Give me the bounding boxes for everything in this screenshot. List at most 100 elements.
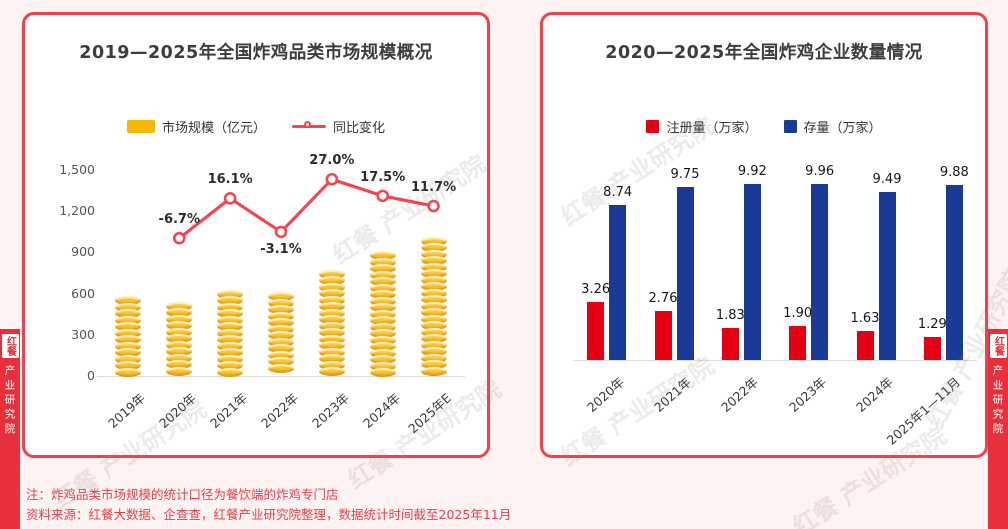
coin-segment (420, 321, 447, 331)
coin-segment (268, 331, 294, 341)
registrations-bar (789, 326, 807, 360)
coin-segment (369, 270, 396, 280)
y-axis-tick: 900 (71, 244, 95, 260)
coin-segment (268, 318, 294, 328)
coin-segment (369, 335, 396, 345)
stock-bar (676, 187, 694, 360)
coin-segment (420, 340, 447, 350)
coin-segment (318, 334, 345, 344)
coin-segment (217, 341, 244, 351)
coin-segment (268, 324, 294, 334)
coin-segment (420, 353, 447, 363)
coin-segment (217, 348, 244, 358)
market-scale-bar (166, 301, 193, 376)
registrations-bar (923, 337, 941, 360)
y-axis-tick: 1,500 (59, 162, 95, 177)
legend-item-yoy-change: 同比变化 (292, 117, 385, 136)
enterprise-count-chart-card: 2020—2025年全国炸鸡企业数量情况 注册量（万家） 存量（万家） 3.26… (540, 12, 988, 458)
coin-segment (115, 302, 142, 312)
coin-segment (369, 283, 396, 293)
stock-bar (945, 185, 963, 360)
coin-segment (268, 305, 294, 315)
hongcan-logo: 红餐 (1, 334, 19, 358)
coin-segment (217, 322, 244, 332)
coin-segment (217, 328, 244, 338)
coin-segment (115, 361, 142, 371)
coin-segment (318, 276, 345, 286)
coin-segment (115, 367, 142, 377)
coin-segment (166, 321, 193, 331)
coin-segment (420, 282, 447, 292)
coin-segment (420, 249, 447, 259)
coin-segment (217, 309, 244, 319)
bar-value-label: 1.90 (783, 306, 813, 322)
coin-segment (369, 368, 396, 378)
coin-segment (369, 342, 396, 352)
coin-segment (369, 277, 396, 287)
bar-value-label: 1.29 (917, 317, 947, 333)
coin-segment (268, 292, 294, 302)
coin-segment (217, 335, 244, 345)
coin-segment (115, 341, 142, 351)
coin-segment (217, 367, 244, 377)
y-axis-tick: 600 (71, 285, 95, 301)
footnote-scope: 注：炸鸡品类市场规模的统计口径为餐饮端的炸鸡专门店 (26, 487, 339, 502)
coin-segment (318, 315, 345, 325)
coin-segment (166, 366, 193, 376)
coin-segment (217, 361, 244, 371)
coin-segment (369, 290, 396, 300)
coin-segment (369, 257, 396, 267)
yoy-value-label: 27.0% (309, 153, 355, 169)
coin-segment (217, 289, 244, 299)
legend-label-yoy-change: 同比变化 (333, 121, 386, 136)
yoy-value-label: 16.1% (207, 172, 253, 188)
coin-segment (318, 360, 345, 370)
coin-segment (318, 308, 345, 318)
hongcan-logo: 红餐 (989, 334, 1007, 358)
bar-value-label: 3.26 (581, 282, 611, 298)
legend-item-market-scale: 市场规模（亿元） (126, 117, 266, 136)
y-axis-tick: 1,200 (59, 203, 95, 219)
coin-segment (369, 361, 396, 371)
coin-segment (268, 357, 294, 367)
yoy-value-label: -3.1% (260, 241, 302, 257)
stock-bar (811, 183, 829, 360)
coin-segment (369, 322, 396, 332)
yoy-value-label: 11.7% (411, 180, 457, 196)
coin-segment (166, 360, 193, 370)
left-banner-label: 产业研究院 (3, 365, 16, 438)
stock-bar (609, 205, 627, 360)
coin-segment (115, 354, 142, 364)
coin-segment (318, 289, 345, 299)
yoy-line (172, 172, 440, 245)
coin-segment (268, 311, 294, 321)
blue-square-swatch (783, 120, 797, 133)
coin-segment (420, 275, 447, 285)
bar-value-label: 9.96 (805, 163, 835, 179)
coin-segment (420, 262, 447, 272)
legend-item-registrations: 注册量（万家） (646, 117, 758, 136)
legend-label-stock: 存量（万家） (803, 121, 882, 136)
coin-segment (420, 295, 447, 305)
coin-segment (166, 353, 193, 363)
left-chart-title: 2019—2025年全国炸鸡品类市场规模概况 (79, 43, 433, 63)
coin-segment (268, 344, 294, 354)
line-marker-swatch (292, 120, 326, 133)
registrations-bar (587, 302, 605, 360)
legend-item-stock: 存量（万家） (783, 117, 882, 136)
registrations-bar (654, 311, 672, 360)
bar-value-label: 1.83 (715, 307, 745, 323)
coin-segment (318, 302, 345, 312)
coin-segment (268, 337, 294, 347)
bar-value-label: 1.63 (850, 311, 880, 327)
coin-segment (369, 303, 396, 313)
market-scale-bar (268, 292, 294, 376)
market-scale-bar (217, 289, 244, 377)
coin-segment (318, 321, 345, 331)
bar-value-label: 9.92 (737, 164, 767, 180)
coin-segment (318, 354, 345, 364)
coin-segment (166, 314, 193, 324)
coin-segment (217, 302, 244, 312)
legend-label-registrations: 注册量（万家） (666, 121, 758, 136)
